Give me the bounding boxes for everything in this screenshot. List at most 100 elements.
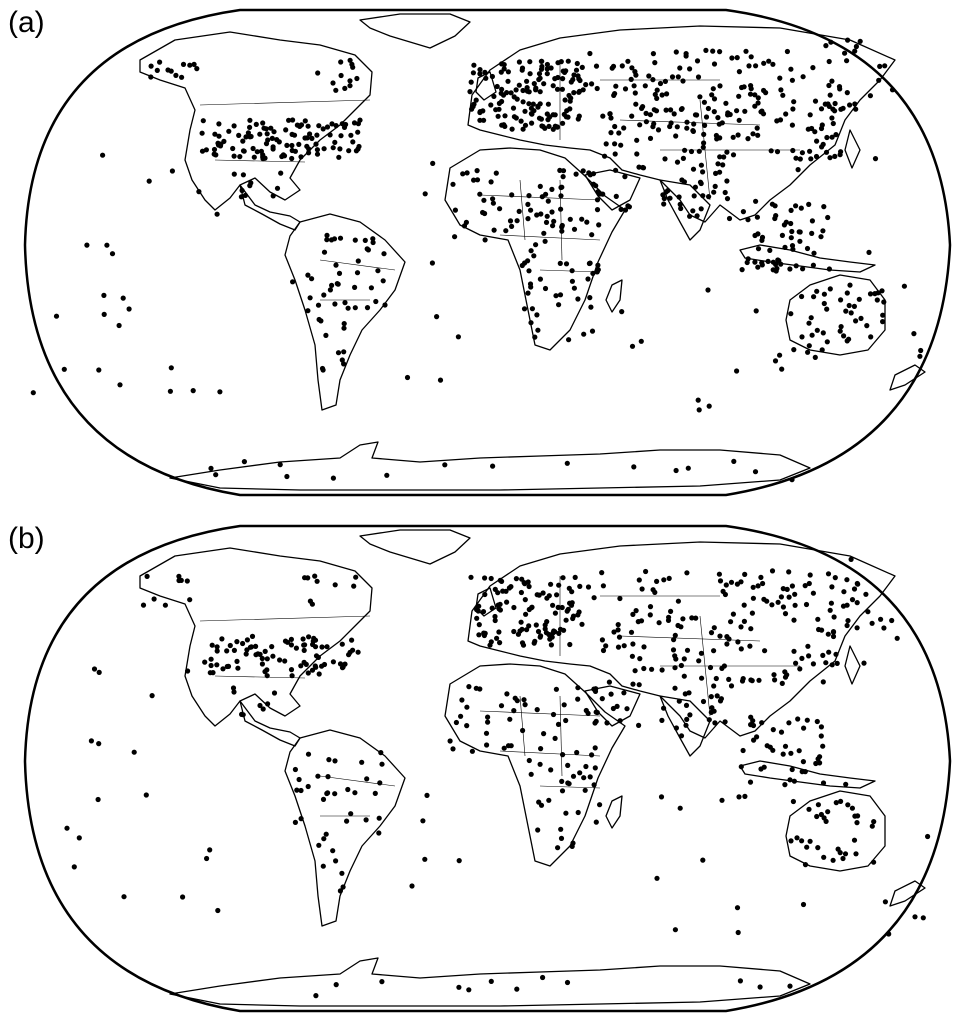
station-point: [752, 469, 759, 475]
station-point: [636, 682, 642, 688]
station-point: [809, 218, 816, 224]
station-point: [813, 760, 819, 767]
station-point: [700, 698, 707, 705]
station-point: [547, 636, 553, 642]
station-point: [736, 794, 742, 800]
station-point: [780, 604, 787, 610]
station-point: [827, 286, 833, 292]
station-point: [683, 722, 689, 728]
station-point: [570, 613, 577, 619]
station-point: [53, 313, 60, 319]
station-point: [673, 467, 679, 474]
station-point: [227, 642, 233, 649]
station-point: [882, 63, 888, 69]
station-point: [489, 605, 495, 611]
station-point: [464, 170, 470, 176]
station-point: [208, 656, 214, 662]
country-border: [519, 179, 526, 241]
station-point: [753, 308, 759, 314]
station-point: [561, 111, 567, 117]
station-point: [793, 263, 799, 269]
station-point: [848, 556, 854, 562]
station-point: [154, 67, 160, 73]
station-point: [305, 123, 311, 129]
station-point: [248, 644, 254, 650]
station-point: [717, 83, 723, 89]
station-point: [819, 122, 825, 128]
station-point: [650, 77, 656, 83]
station-point: [597, 802, 603, 808]
station-point: [827, 92, 833, 98]
station-point: [827, 155, 833, 161]
station-point: [495, 590, 501, 596]
station-point: [758, 109, 764, 115]
station-point: [647, 135, 654, 141]
station-point: [717, 578, 724, 584]
station-point: [323, 831, 329, 837]
station-point: [678, 733, 685, 739]
station-point: [852, 48, 858, 54]
station-point: [863, 591, 869, 597]
station-point: [351, 120, 358, 126]
station-point: [820, 228, 826, 234]
station-point: [634, 151, 640, 157]
station-point: [320, 126, 326, 132]
station-point: [591, 595, 597, 601]
station-point: [337, 146, 343, 152]
station-point: [770, 747, 776, 753]
station-point: [791, 347, 797, 353]
station-point: [788, 311, 794, 317]
station-point: [560, 168, 567, 174]
station-point: [524, 78, 530, 84]
station-point: [787, 983, 793, 989]
coastline-europe-asia: [467, 25, 896, 223]
station-point: [809, 125, 815, 132]
station-point: [488, 179, 494, 185]
station-point: [352, 237, 358, 243]
station-point: [555, 604, 561, 610]
station-point: [529, 306, 536, 312]
station-point: [818, 724, 825, 730]
station-point: [537, 101, 543, 107]
station-point: [834, 660, 840, 666]
station-point: [804, 717, 810, 723]
station-point: [505, 69, 511, 75]
station-point: [208, 662, 214, 669]
station-point: [485, 719, 491, 725]
station-point: [330, 80, 336, 86]
station-point: [666, 614, 672, 620]
station-point: [533, 242, 539, 248]
station-point: [631, 83, 637, 89]
station-point: [550, 223, 556, 229]
station-point: [355, 146, 361, 152]
station-point: [682, 147, 688, 153]
station-point: [820, 743, 826, 749]
station-point: [584, 219, 590, 225]
coastline-arabia: [584, 169, 641, 211]
station-point: [376, 830, 382, 836]
station-point: [591, 782, 597, 788]
station-point: [772, 677, 778, 683]
station-point: [271, 690, 278, 696]
station-point: [563, 617, 569, 623]
station-point: [269, 644, 275, 650]
station-point: [332, 582, 338, 588]
station-point: [559, 778, 565, 784]
station-point: [279, 153, 285, 160]
station-point: [526, 268, 532, 274]
station-point: [187, 62, 193, 68]
station-point: [482, 591, 488, 598]
station-point: [298, 816, 304, 822]
station-point: [748, 714, 754, 720]
station-point: [305, 670, 311, 676]
station-point: [168, 68, 174, 74]
station-point: [681, 179, 688, 185]
station-point: [307, 295, 313, 301]
station-point: [264, 656, 270, 662]
station-point: [622, 174, 628, 180]
station-point: [544, 61, 551, 68]
station-point: [537, 761, 543, 767]
station-point: [917, 353, 923, 359]
station-point: [830, 120, 836, 127]
station-point: [514, 218, 520, 224]
